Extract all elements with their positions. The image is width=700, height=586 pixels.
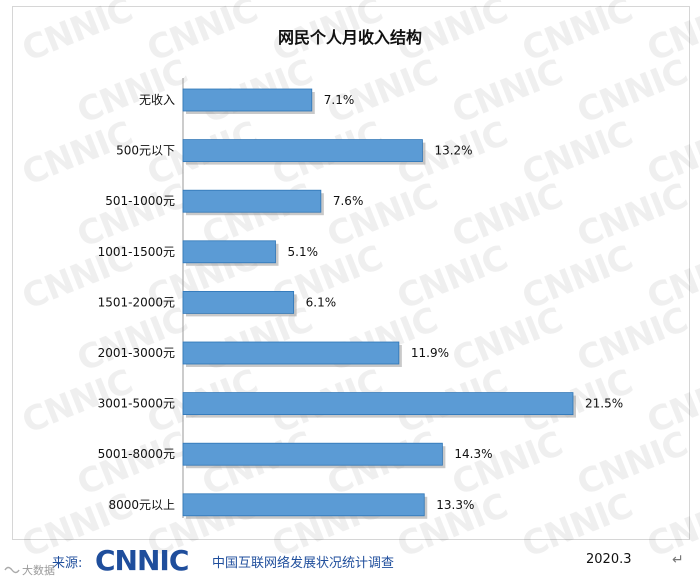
date-label: 2020.3 <box>586 552 632 567</box>
watermark-logo-icon <box>4 566 20 574</box>
value-label: 11.9% <box>411 346 449 360</box>
value-label: 13.2% <box>434 144 472 158</box>
bar-6 <box>182 392 574 416</box>
category-label: 3001-5000元 <box>98 397 175 411</box>
bar-1 <box>182 139 423 163</box>
value-label: 21.5% <box>585 397 623 411</box>
category-label: 1001-1500元 <box>98 245 175 259</box>
category-label: 500元以下 <box>116 144 175 158</box>
footer: 来源: CNNIC 中国互联网络发展状况统计调查 2020.3 ↵ <box>0 544 700 577</box>
bar-8 <box>182 493 425 517</box>
bar-5 <box>182 341 400 365</box>
bar-0 <box>182 88 313 112</box>
bar-3 <box>182 240 276 264</box>
category-label: 无收入 <box>139 93 175 107</box>
category-label: 501-1000元 <box>105 194 175 208</box>
category-label: 1501-2000元 <box>98 295 175 309</box>
category-label: 2001-3000元 <box>98 346 175 360</box>
category-label: 8000元以上 <box>108 498 175 512</box>
value-label: 7.1% <box>324 93 355 107</box>
value-label: 14.3% <box>454 447 492 461</box>
category-label: 5001-8000元 <box>98 447 175 461</box>
return-icon: ↵ <box>672 552 684 568</box>
value-label: 7.6% <box>333 194 364 208</box>
chart-title: 网民个人月收入结构 <box>277 28 422 47</box>
bar-7 <box>182 442 443 466</box>
value-label: 6.1% <box>306 295 337 309</box>
value-label: 13.3% <box>436 498 474 512</box>
bar-2 <box>182 189 322 213</box>
bar-4 <box>182 290 295 314</box>
source-label: 来源: <box>52 556 83 571</box>
bottom-watermark: 大数据 <box>22 564 55 577</box>
source-text: 中国互联网络发展状况统计调查 <box>212 556 395 571</box>
value-label: 5.1% <box>288 245 319 259</box>
cnnic-logo: CNNIC <box>95 544 189 577</box>
